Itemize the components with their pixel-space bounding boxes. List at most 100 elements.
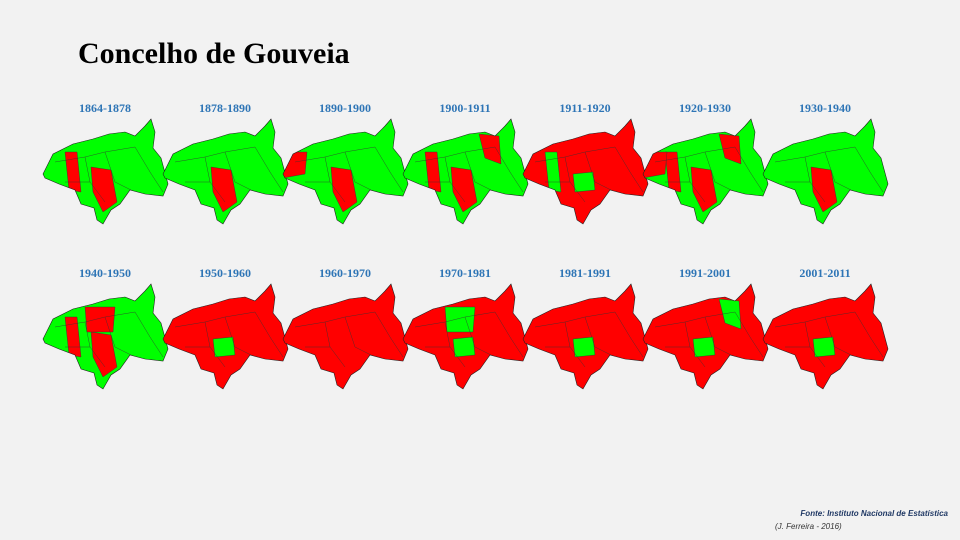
border (464, 151, 496, 193)
region (718, 298, 742, 330)
border (344, 316, 376, 358)
border (134, 311, 164, 358)
border (294, 146, 376, 163)
map-regions (654, 298, 764, 368)
border (734, 311, 764, 358)
border (494, 311, 524, 358)
border (254, 146, 284, 193)
region (478, 133, 502, 165)
map-outline (643, 284, 768, 389)
region (692, 336, 716, 358)
border (584, 151, 616, 193)
map-panel: 1960-1970 (282, 266, 409, 390)
map-regions (414, 306, 524, 368)
period-label: 1950-1960 (199, 266, 251, 280)
border (494, 146, 524, 193)
map-regions (174, 146, 284, 213)
map-regions (774, 311, 884, 368)
border (174, 311, 256, 328)
border (254, 311, 284, 358)
period-label: 2001-2011 (799, 266, 850, 280)
border (704, 316, 736, 358)
map-panel: 1890-1900 (282, 101, 409, 225)
border (854, 311, 884, 358)
border (104, 316, 136, 358)
period-label: 1981-1991 (559, 266, 611, 280)
border (54, 146, 136, 163)
border (374, 311, 404, 358)
map-regions (283, 146, 404, 213)
region (810, 166, 838, 213)
map-outline (403, 284, 528, 389)
map-regions (54, 146, 164, 213)
map-panel: 1930-1940 (762, 101, 889, 225)
period-label: 1911-1920 (559, 101, 610, 115)
border (414, 311, 496, 328)
period-label: 1890-1900 (319, 101, 371, 115)
map-regions (643, 133, 764, 213)
border (54, 311, 136, 328)
map-outline (523, 284, 648, 389)
region (90, 166, 118, 213)
map-panel: 1981-1991 (522, 266, 649, 390)
map-regions (294, 311, 404, 368)
region (212, 336, 236, 358)
map-panel: 1900-1911 (402, 101, 529, 225)
period-label: 1864-1878 (79, 101, 131, 115)
region (330, 166, 358, 213)
region (690, 166, 718, 213)
map-panel: 1920-1930 (642, 101, 769, 225)
border (824, 151, 856, 193)
region (572, 336, 596, 358)
border (774, 311, 856, 328)
map-panel: 1970-1981 (402, 266, 529, 390)
period-label: 1900-1911 (439, 101, 490, 115)
map-grid: 1864-1878 1878-1890 1890-1900 1900-1911 1911… (42, 101, 889, 390)
map-regions (414, 133, 524, 213)
title: Concelho de Gouveia (78, 37, 350, 70)
region (444, 306, 476, 333)
border (294, 311, 376, 328)
region (812, 336, 836, 358)
map-panel: 2001-2011 (762, 266, 889, 390)
border (654, 311, 736, 328)
period-label: 1940-1950 (79, 266, 131, 280)
period-label: 1960-1970 (319, 266, 371, 280)
map-panel: 1940-1950 (42, 266, 169, 390)
border (824, 316, 856, 358)
border (614, 311, 644, 358)
period-label: 1878-1890 (199, 101, 251, 115)
border (174, 146, 256, 163)
border (774, 146, 856, 163)
region (452, 336, 476, 358)
map-panel: 1911-1920 (522, 101, 649, 225)
border (224, 316, 256, 358)
border (854, 146, 884, 193)
border (104, 151, 136, 193)
border (614, 146, 644, 193)
map-regions (174, 311, 284, 368)
source: Fonte: Instituto Nacional de Estatística (800, 509, 948, 518)
region (572, 171, 596, 193)
map-outline (763, 284, 888, 389)
region (643, 151, 668, 179)
map-panel: 1878-1890 (162, 101, 289, 225)
border (654, 146, 736, 163)
map-panel: 1950-1960 (162, 266, 289, 390)
map-panel: 1991-2001 (642, 266, 769, 390)
period-label: 1930-1940 (799, 101, 851, 115)
map-outline (283, 284, 408, 389)
border (534, 311, 616, 328)
map-regions (534, 146, 644, 203)
credit: (J. Ferreira - 2016) (775, 522, 842, 531)
region (718, 133, 742, 165)
period-label: 1970-1981 (439, 266, 491, 280)
period-label: 1991-2001 (679, 266, 731, 280)
border (374, 146, 404, 193)
region (84, 306, 116, 333)
border (704, 151, 736, 193)
map-regions (54, 306, 164, 378)
map-panel: 1864-1878 (42, 101, 169, 225)
map-outline (523, 119, 648, 224)
map-regions (774, 146, 884, 213)
